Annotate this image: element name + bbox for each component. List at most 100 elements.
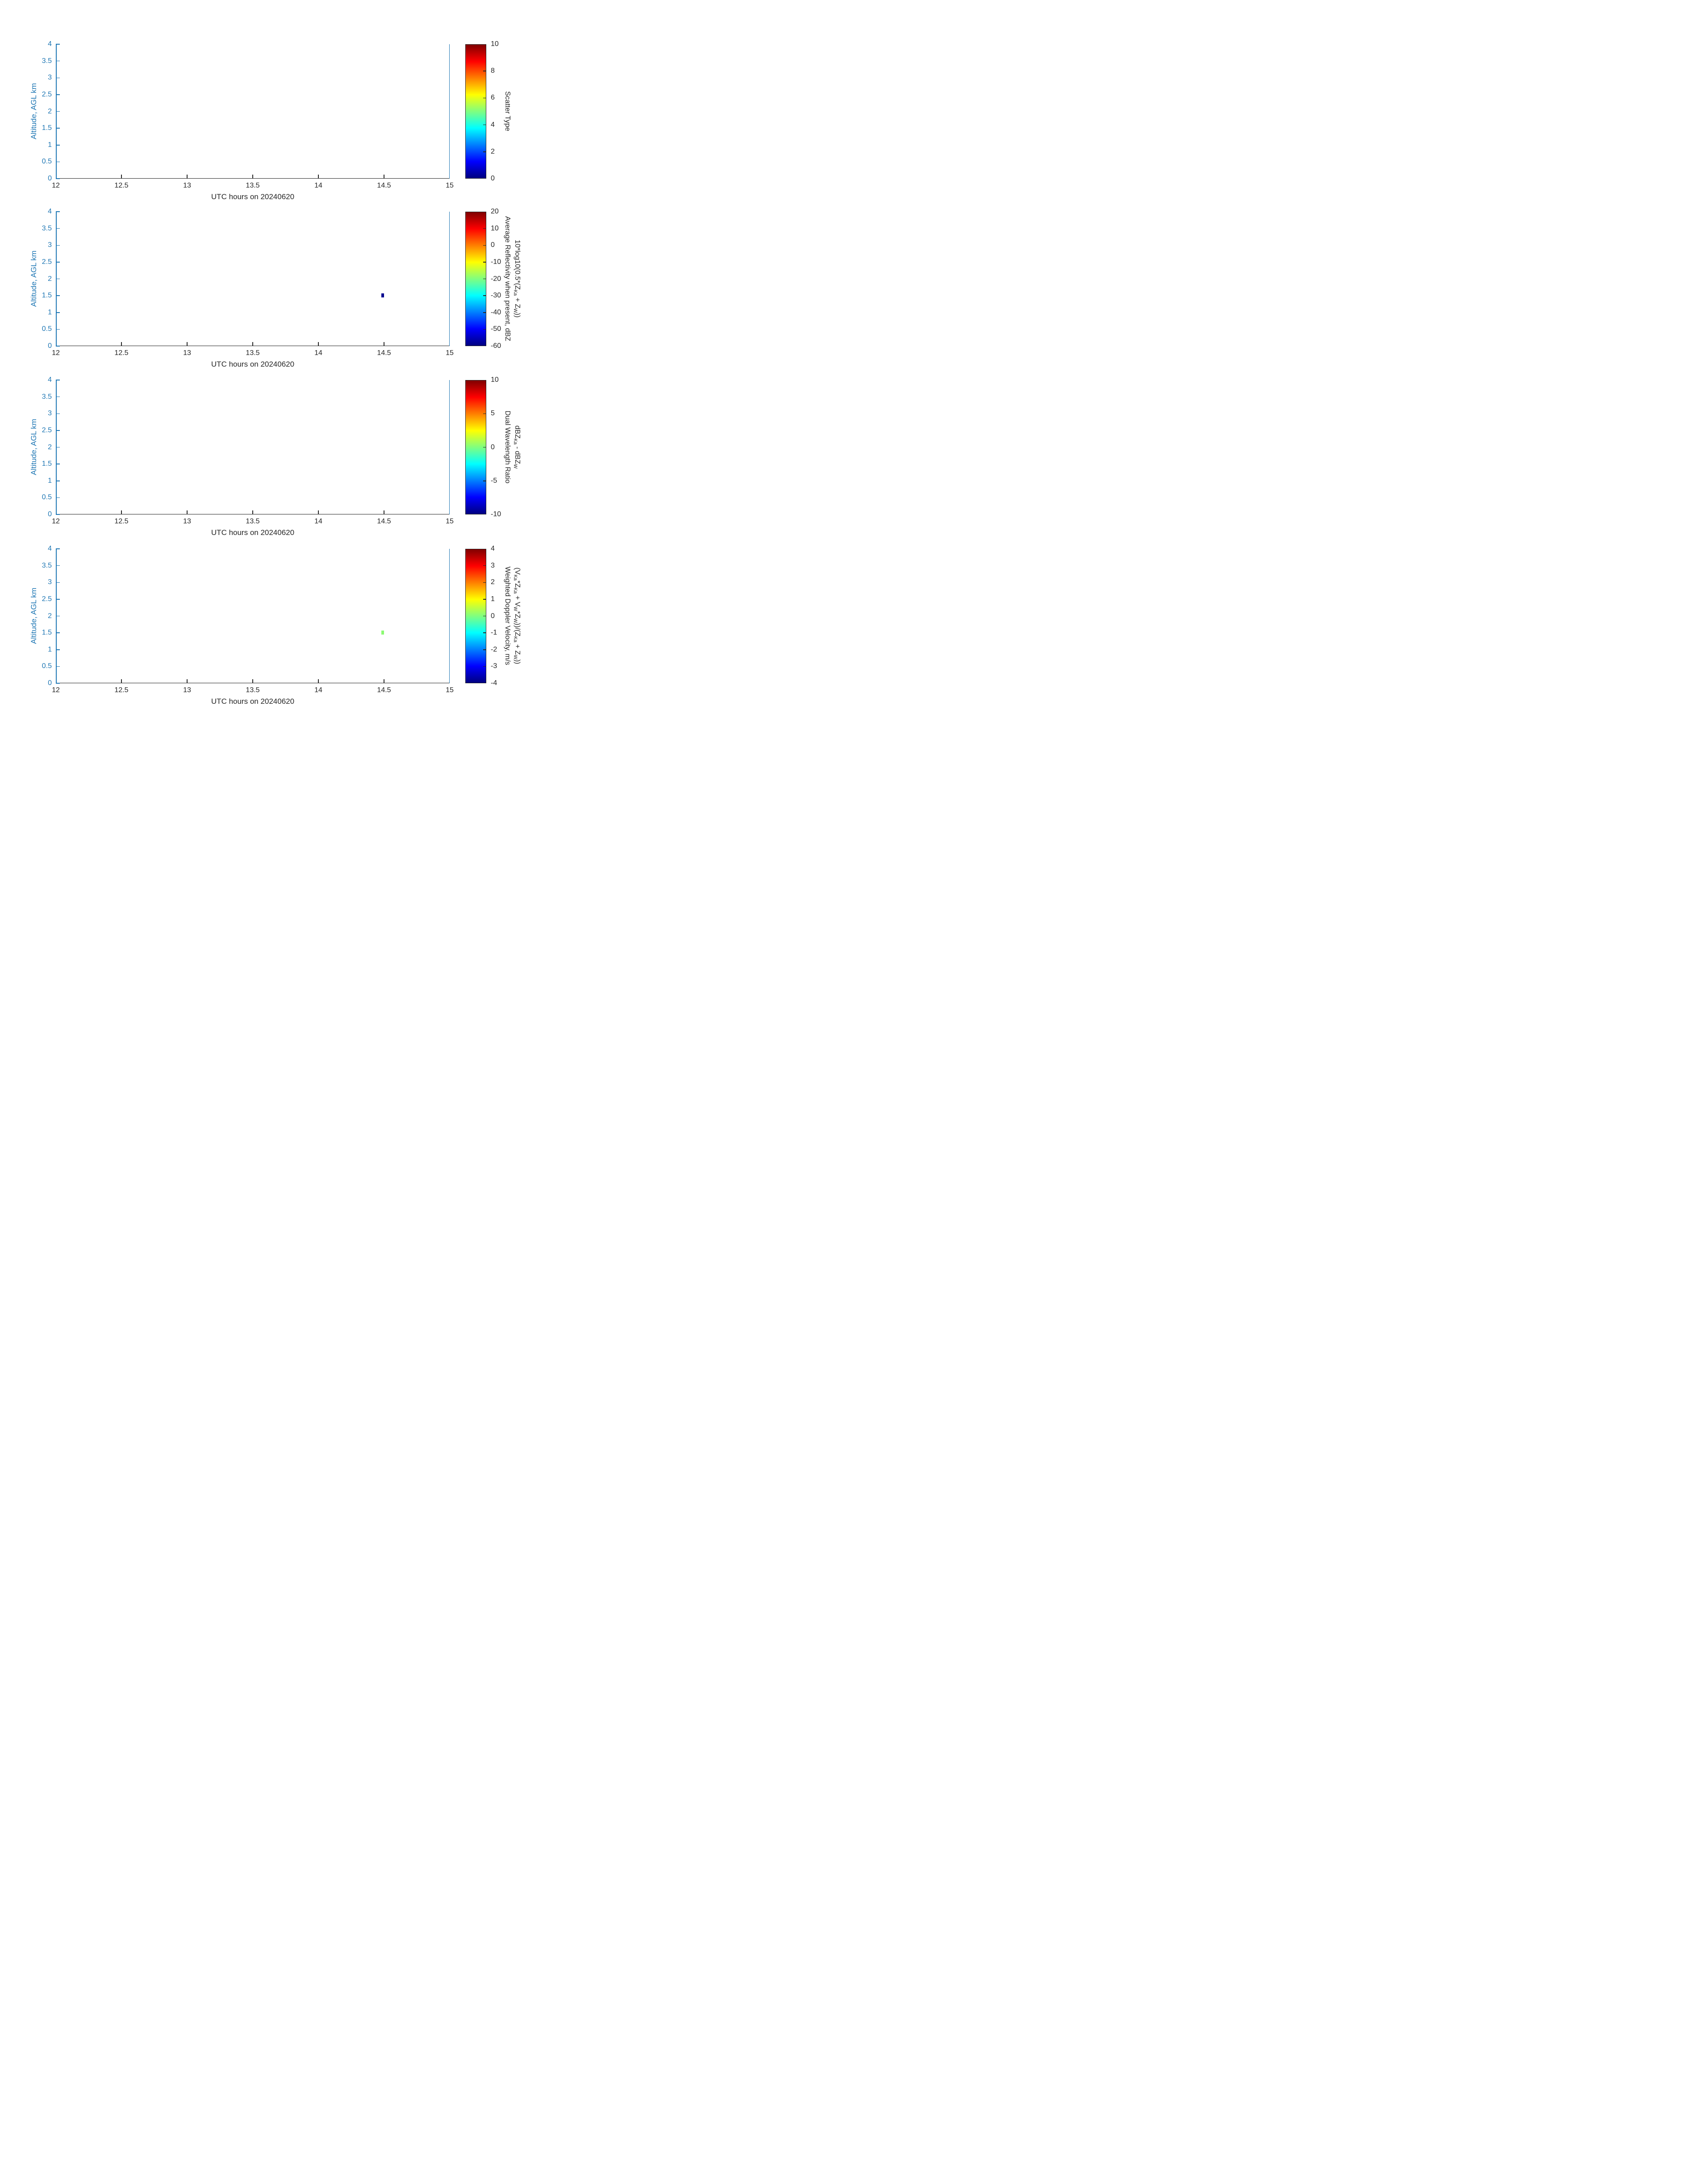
y-tick-label: 2.5 bbox=[42, 90, 52, 98]
y-tick bbox=[56, 161, 60, 163]
y-axis-label: Altitude, AGL km bbox=[29, 251, 38, 307]
colorbar-tick-label: -50 bbox=[491, 325, 501, 333]
colorbar-gradient bbox=[465, 212, 486, 346]
y-tick-label: 1 bbox=[48, 141, 52, 149]
y-tick bbox=[56, 565, 60, 566]
x-tick-label: 14 bbox=[314, 686, 322, 694]
colorbar-label-line2: dBZKa - dBZW bbox=[512, 425, 522, 469]
y-tick bbox=[56, 615, 60, 617]
colorbar-tick-label: -10 bbox=[491, 258, 501, 266]
colorbar-tick-label: 4 bbox=[491, 545, 495, 552]
y-tick-label: 0 bbox=[48, 342, 52, 350]
x-tick-label: 12.5 bbox=[114, 349, 129, 357]
colorbar-tick bbox=[483, 151, 486, 152]
y-tick-label: 2.5 bbox=[42, 595, 52, 603]
colorbar: -4 -3 -2 -1 0 1 2 3 4 Weighted Doppler Velocity,… bbox=[465, 545, 569, 687]
x-tick-label: 15 bbox=[446, 686, 454, 694]
plot-area: 0 0.5 1 1.5 2 2.5 3 3.5 4 12 12.5 13 13.5 14 14.5 15 bbox=[42, 40, 454, 189]
y-tick bbox=[56, 262, 60, 263]
x-tick-label: 14.5 bbox=[377, 182, 391, 189]
y-tick bbox=[56, 111, 60, 112]
colorbar-tick bbox=[483, 582, 486, 583]
y-tick-label: 2.5 bbox=[42, 426, 52, 434]
colorbar-tick-label: 4 bbox=[491, 121, 495, 129]
y-tick-label: 0 bbox=[48, 175, 52, 182]
right-boundary-line bbox=[449, 380, 450, 514]
colorbar-gradient bbox=[465, 44, 486, 179]
velocity-cell bbox=[381, 630, 384, 635]
x-tick-label: 14.5 bbox=[377, 349, 391, 357]
colorbar-tick-layer: -60 -50 -40 -30 -20 -10 0 10 20 bbox=[465, 208, 569, 350]
y-tick-label: 3.5 bbox=[42, 561, 52, 569]
colorbar-tick bbox=[483, 262, 486, 263]
x-tick-label: 13 bbox=[183, 518, 191, 525]
y-tick-label: 3 bbox=[48, 578, 52, 586]
y-tick-label: 0 bbox=[48, 679, 52, 687]
colorbar-label-line1: Dual Wavelength Ratio bbox=[504, 410, 511, 484]
x-tick bbox=[187, 175, 188, 179]
y-tick-label: 1.5 bbox=[42, 292, 52, 300]
y-tick bbox=[56, 178, 60, 179]
y-tick-label: 2 bbox=[48, 443, 52, 451]
colorbar-tick-label: 10 bbox=[491, 224, 499, 232]
x-tick bbox=[252, 510, 253, 514]
colorbar-tick-label: -5 bbox=[491, 476, 497, 485]
data-layer bbox=[56, 44, 450, 179]
y-axis-label: Altitude, AGL km bbox=[29, 588, 38, 644]
y-tick bbox=[56, 77, 60, 78]
plot-area: 0 0.5 1 1.5 2 2.5 3 3.5 4 12 12.5 13 13.5 14 14.5 15 bbox=[42, 545, 454, 694]
colorbar-tick-label: 0 bbox=[491, 241, 495, 249]
y-tick-label: 2 bbox=[48, 107, 52, 115]
colorbar: 0 2 4 6 8 10 Scatter Type bbox=[465, 40, 569, 182]
y-tick-label: 4 bbox=[48, 40, 52, 48]
subplot-weighted-doppler-velocity: 0 0.5 1 1.5 2 2.5 3 3.5 4 12 12.5 13 13.5 14 14.5 15 Al… bbox=[0, 545, 569, 706]
x-tick-label: 13.5 bbox=[246, 182, 260, 189]
x-tick-label: 13.5 bbox=[246, 518, 260, 525]
y-tick bbox=[56, 44, 60, 45]
y-tick-label: 0.5 bbox=[42, 325, 52, 333]
x-tick-label: 14 bbox=[314, 349, 322, 357]
colorbar-tick-label: 5 bbox=[491, 409, 495, 418]
y-tick bbox=[56, 632, 60, 633]
colorbar-tick-label: -20 bbox=[491, 275, 501, 283]
x-tick-label: 13.5 bbox=[246, 349, 260, 357]
colorbar-label-line1: Scatter Type bbox=[504, 91, 511, 131]
y-tick-label: 3 bbox=[48, 241, 52, 249]
y-tick-label: 4 bbox=[48, 545, 52, 552]
y-tick-label: 1 bbox=[48, 476, 52, 485]
y-tick-label: 2 bbox=[48, 612, 52, 620]
colorbar-tick-label: 10 bbox=[491, 376, 499, 384]
colorbar-tick bbox=[483, 312, 486, 313]
colorbar-tick-label: 20 bbox=[491, 208, 499, 215]
colorbar-tick bbox=[483, 329, 486, 330]
colorbar-tick bbox=[483, 565, 486, 566]
x-tick-label: 15 bbox=[446, 518, 454, 525]
tick-layer: 0 0.5 1 1.5 2 2.5 3 3.5 4 12 12.5 13 13.5 14 14.5 15 bbox=[42, 208, 454, 357]
y-tick bbox=[56, 278, 60, 280]
x-tick-label: 12 bbox=[52, 182, 60, 189]
colorbar-tick-label: -1 bbox=[491, 629, 497, 637]
right-boundary-line bbox=[449, 44, 450, 179]
colorbar-tick bbox=[483, 615, 486, 617]
y-tick-label: 3.5 bbox=[42, 57, 52, 65]
colorbar-tick-label: 0 bbox=[491, 612, 495, 620]
y-tick bbox=[56, 312, 60, 313]
colorbar-tick-label: 3 bbox=[491, 561, 495, 569]
colorbar-tick-label: 8 bbox=[491, 67, 495, 75]
colorbar-tick bbox=[483, 295, 486, 296]
y-tick bbox=[56, 211, 60, 212]
x-tick-label: 12.5 bbox=[114, 686, 129, 694]
x-tick bbox=[187, 342, 188, 346]
right-boundary-line bbox=[449, 212, 450, 346]
x-tick-label: 12 bbox=[52, 686, 60, 694]
y-tick-label: 3 bbox=[48, 74, 52, 82]
subplot-scatter-type: 0 0.5 1 1.5 2 2.5 3 3.5 4 12 12.5 13 13.5 14 14.5 15 Al… bbox=[0, 40, 569, 201]
colorbar-gradient bbox=[465, 549, 486, 683]
x-tick-label: 14.5 bbox=[377, 686, 391, 694]
x-tick-label: 12 bbox=[52, 349, 60, 357]
y-tick bbox=[56, 60, 60, 62]
colorbar-tick-label: 0 bbox=[491, 175, 495, 182]
colorbar-gradient bbox=[465, 380, 486, 514]
y-tick bbox=[56, 599, 60, 600]
y-tick-label: 2.5 bbox=[42, 258, 52, 266]
